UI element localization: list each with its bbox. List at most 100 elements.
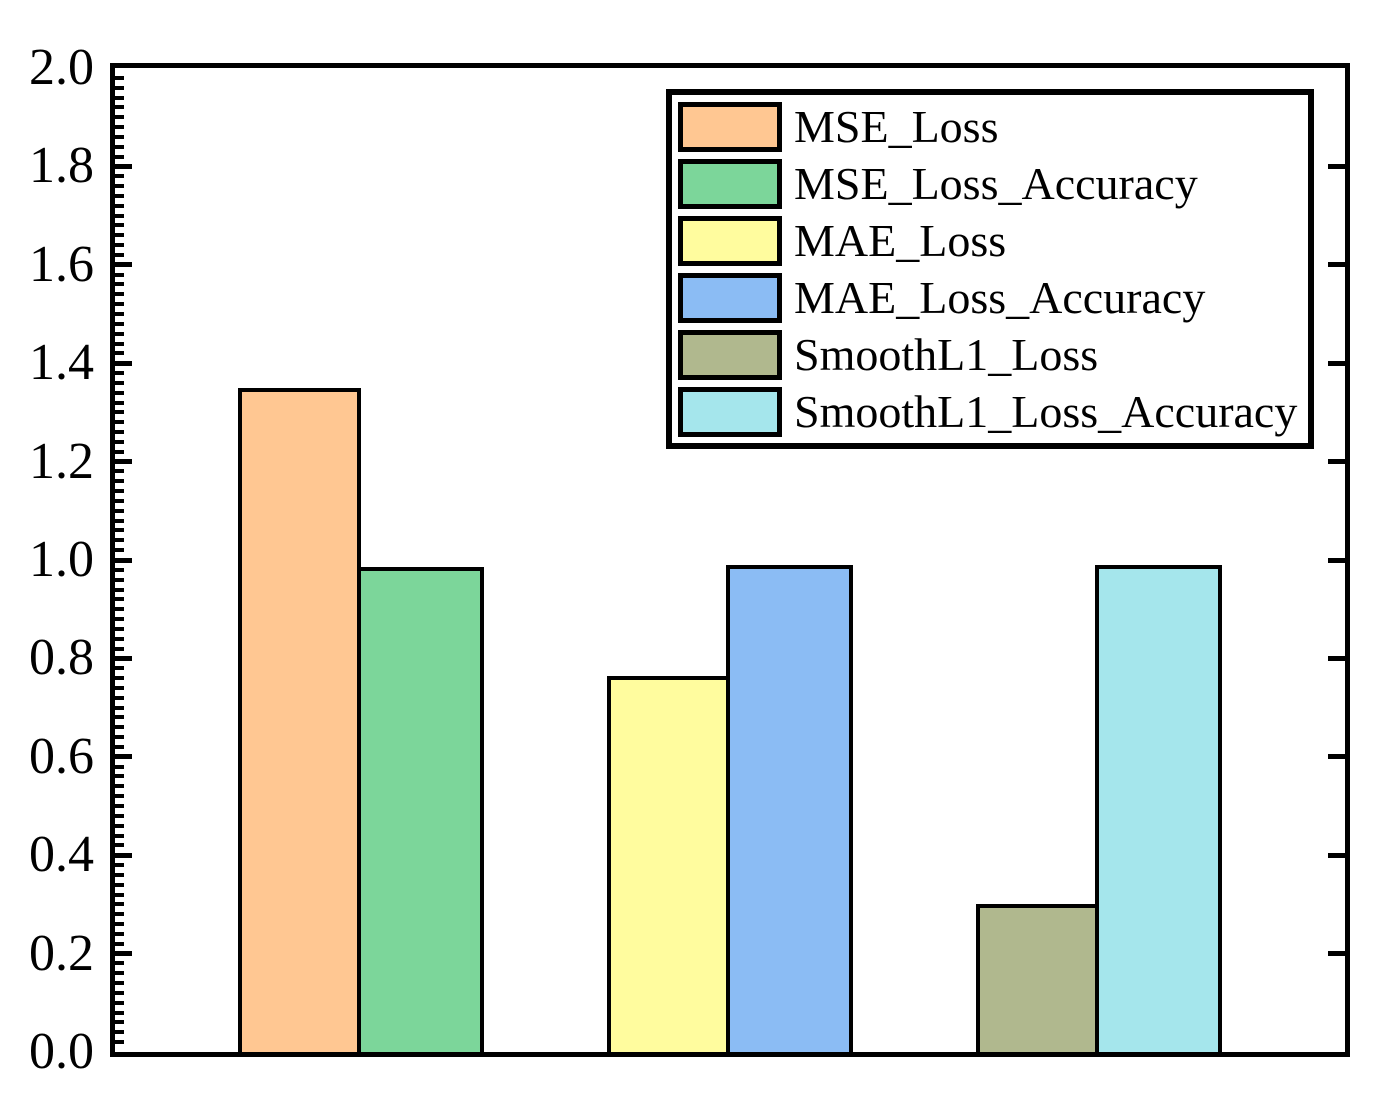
y-axis-labels: 0.0 0.2 0.4 0.6 0.8 1.0 1.2 1.4 1.6 1.8 2.0: [0, 0, 94, 1104]
y-minor-tick: [115, 922, 124, 927]
y-right-tick: [1328, 262, 1345, 268]
y-right-tick: [1328, 951, 1345, 957]
y-minor-tick: [115, 567, 124, 572]
y-minor-tick: [115, 243, 124, 248]
y-minor-tick: [115, 626, 124, 631]
y-major-tick: [115, 360, 132, 366]
y-minor-tick: [115, 636, 124, 641]
y-minor-tick: [115, 1000, 124, 1005]
y-minor-tick: [115, 223, 124, 228]
y-minor-tick: [115, 282, 124, 287]
y-minor-tick: [115, 843, 124, 848]
y-tick-label: 2.0: [29, 39, 94, 96]
y-right-tick: [1328, 360, 1345, 366]
legend-item: MSE_Loss: [672, 98, 1308, 155]
bar-MSE_Loss_Accuracy: [357, 567, 484, 1052]
legend-label: MAE_Loss_Accuracy: [794, 271, 1206, 323]
bar-MAE_Loss: [607, 675, 730, 1052]
y-minor-tick: [115, 863, 124, 868]
y-minor-tick: [115, 823, 124, 828]
y-minor-tick: [115, 518, 124, 523]
legend-swatch: [678, 158, 782, 209]
y-minor-tick: [115, 804, 124, 808]
y-minor-tick: [115, 508, 124, 513]
y-minor-tick: [115, 676, 124, 681]
legend-item: MAE_Loss: [672, 212, 1308, 269]
y-tick-label: 0.2: [29, 924, 94, 982]
y-minor-tick: [115, 203, 124, 208]
legend-label: MSE_Loss_Accuracy: [794, 157, 1198, 209]
y-minor-tick: [115, 931, 124, 936]
y-minor-tick: [115, 1040, 124, 1045]
y-minor-tick: [115, 144, 124, 149]
y-minor-tick: [115, 449, 124, 454]
y-minor-tick: [115, 617, 124, 622]
y-minor-tick: [115, 607, 124, 612]
legend-label: SmoothL1_Loss: [794, 328, 1099, 380]
y-minor-tick: [115, 498, 124, 503]
y-right-tick: [1328, 557, 1345, 563]
y-tick-label: 0.8: [29, 629, 94, 687]
y-minor-tick: [115, 351, 124, 356]
y-right-tick: [1328, 163, 1345, 169]
y-minor-tick: [115, 784, 124, 789]
y-minor-tick: [115, 380, 124, 385]
y-minor-tick: [115, 479, 124, 484]
y-minor-tick: [115, 646, 124, 651]
y-tick-label: 1.0: [29, 531, 94, 588]
y-right-tick: [1328, 852, 1345, 858]
y-minor-tick: [115, 597, 124, 602]
y-minor-tick: [115, 400, 124, 405]
y-minor-tick: [115, 331, 124, 336]
y-minor-tick: [115, 685, 124, 690]
bar-SmoothL1_Loss: [976, 904, 1099, 1052]
y-tick-label: 1.2: [29, 432, 94, 490]
y-minor-tick: [115, 371, 124, 376]
legend-label: SmoothL1_Loss_Accuracy: [794, 385, 1298, 437]
y-minor-tick: [115, 95, 124, 100]
y-minor-tick: [115, 705, 124, 710]
y-right-tick: [1328, 655, 1345, 661]
legend: MSE_Loss MSE_Loss_Accuracy MAE_Loss MAE_Los…: [666, 89, 1314, 449]
y-minor-tick: [115, 410, 124, 415]
y-minor-tick: [115, 213, 124, 218]
y-major-tick: [115, 557, 132, 563]
y-minor-tick: [115, 912, 124, 917]
legend-swatch: [678, 386, 782, 437]
y-minor-tick: [115, 774, 124, 779]
y-minor-tick: [115, 1020, 124, 1025]
legend-swatch: [678, 101, 782, 152]
y-minor-tick: [115, 105, 124, 110]
y-minor-tick: [115, 469, 124, 474]
legend-item: MAE_Loss_Accuracy: [672, 269, 1308, 326]
y-minor-tick: [115, 430, 124, 435]
y-minor-tick: [115, 764, 124, 769]
y-major-tick: [115, 459, 132, 465]
y-minor-tick: [115, 154, 124, 159]
y-minor-tick: [115, 233, 124, 238]
legend-item: SmoothL1_Loss_Accuracy: [672, 383, 1308, 440]
y-minor-tick: [115, 134, 124, 139]
y-minor-tick: [115, 75, 124, 80]
y-minor-tick: [115, 292, 124, 297]
y-minor-tick: [115, 528, 124, 533]
y-major-tick: [115, 852, 132, 858]
y-minor-tick: [115, 902, 124, 907]
y-minor-tick: [115, 538, 124, 543]
y-tick-label: 1.4: [29, 334, 94, 392]
y-right-tick: [1328, 459, 1345, 465]
y-tick-label: 0.6: [29, 727, 94, 785]
y-minor-tick: [115, 548, 124, 553]
y-minor-tick: [115, 794, 124, 799]
y-major-tick: [115, 655, 132, 661]
bar-SmoothL1_Loss_Accuracy: [1095, 564, 1222, 1052]
legend-swatch: [678, 272, 782, 323]
y-minor-tick: [115, 115, 124, 120]
y-minor-tick: [115, 813, 124, 818]
y-tick-label: 1.8: [29, 137, 94, 195]
legend-item: MSE_Loss_Accuracy: [672, 155, 1308, 212]
y-major-tick: [115, 163, 132, 169]
y-minor-tick: [115, 971, 124, 976]
y-minor-tick: [115, 587, 124, 592]
